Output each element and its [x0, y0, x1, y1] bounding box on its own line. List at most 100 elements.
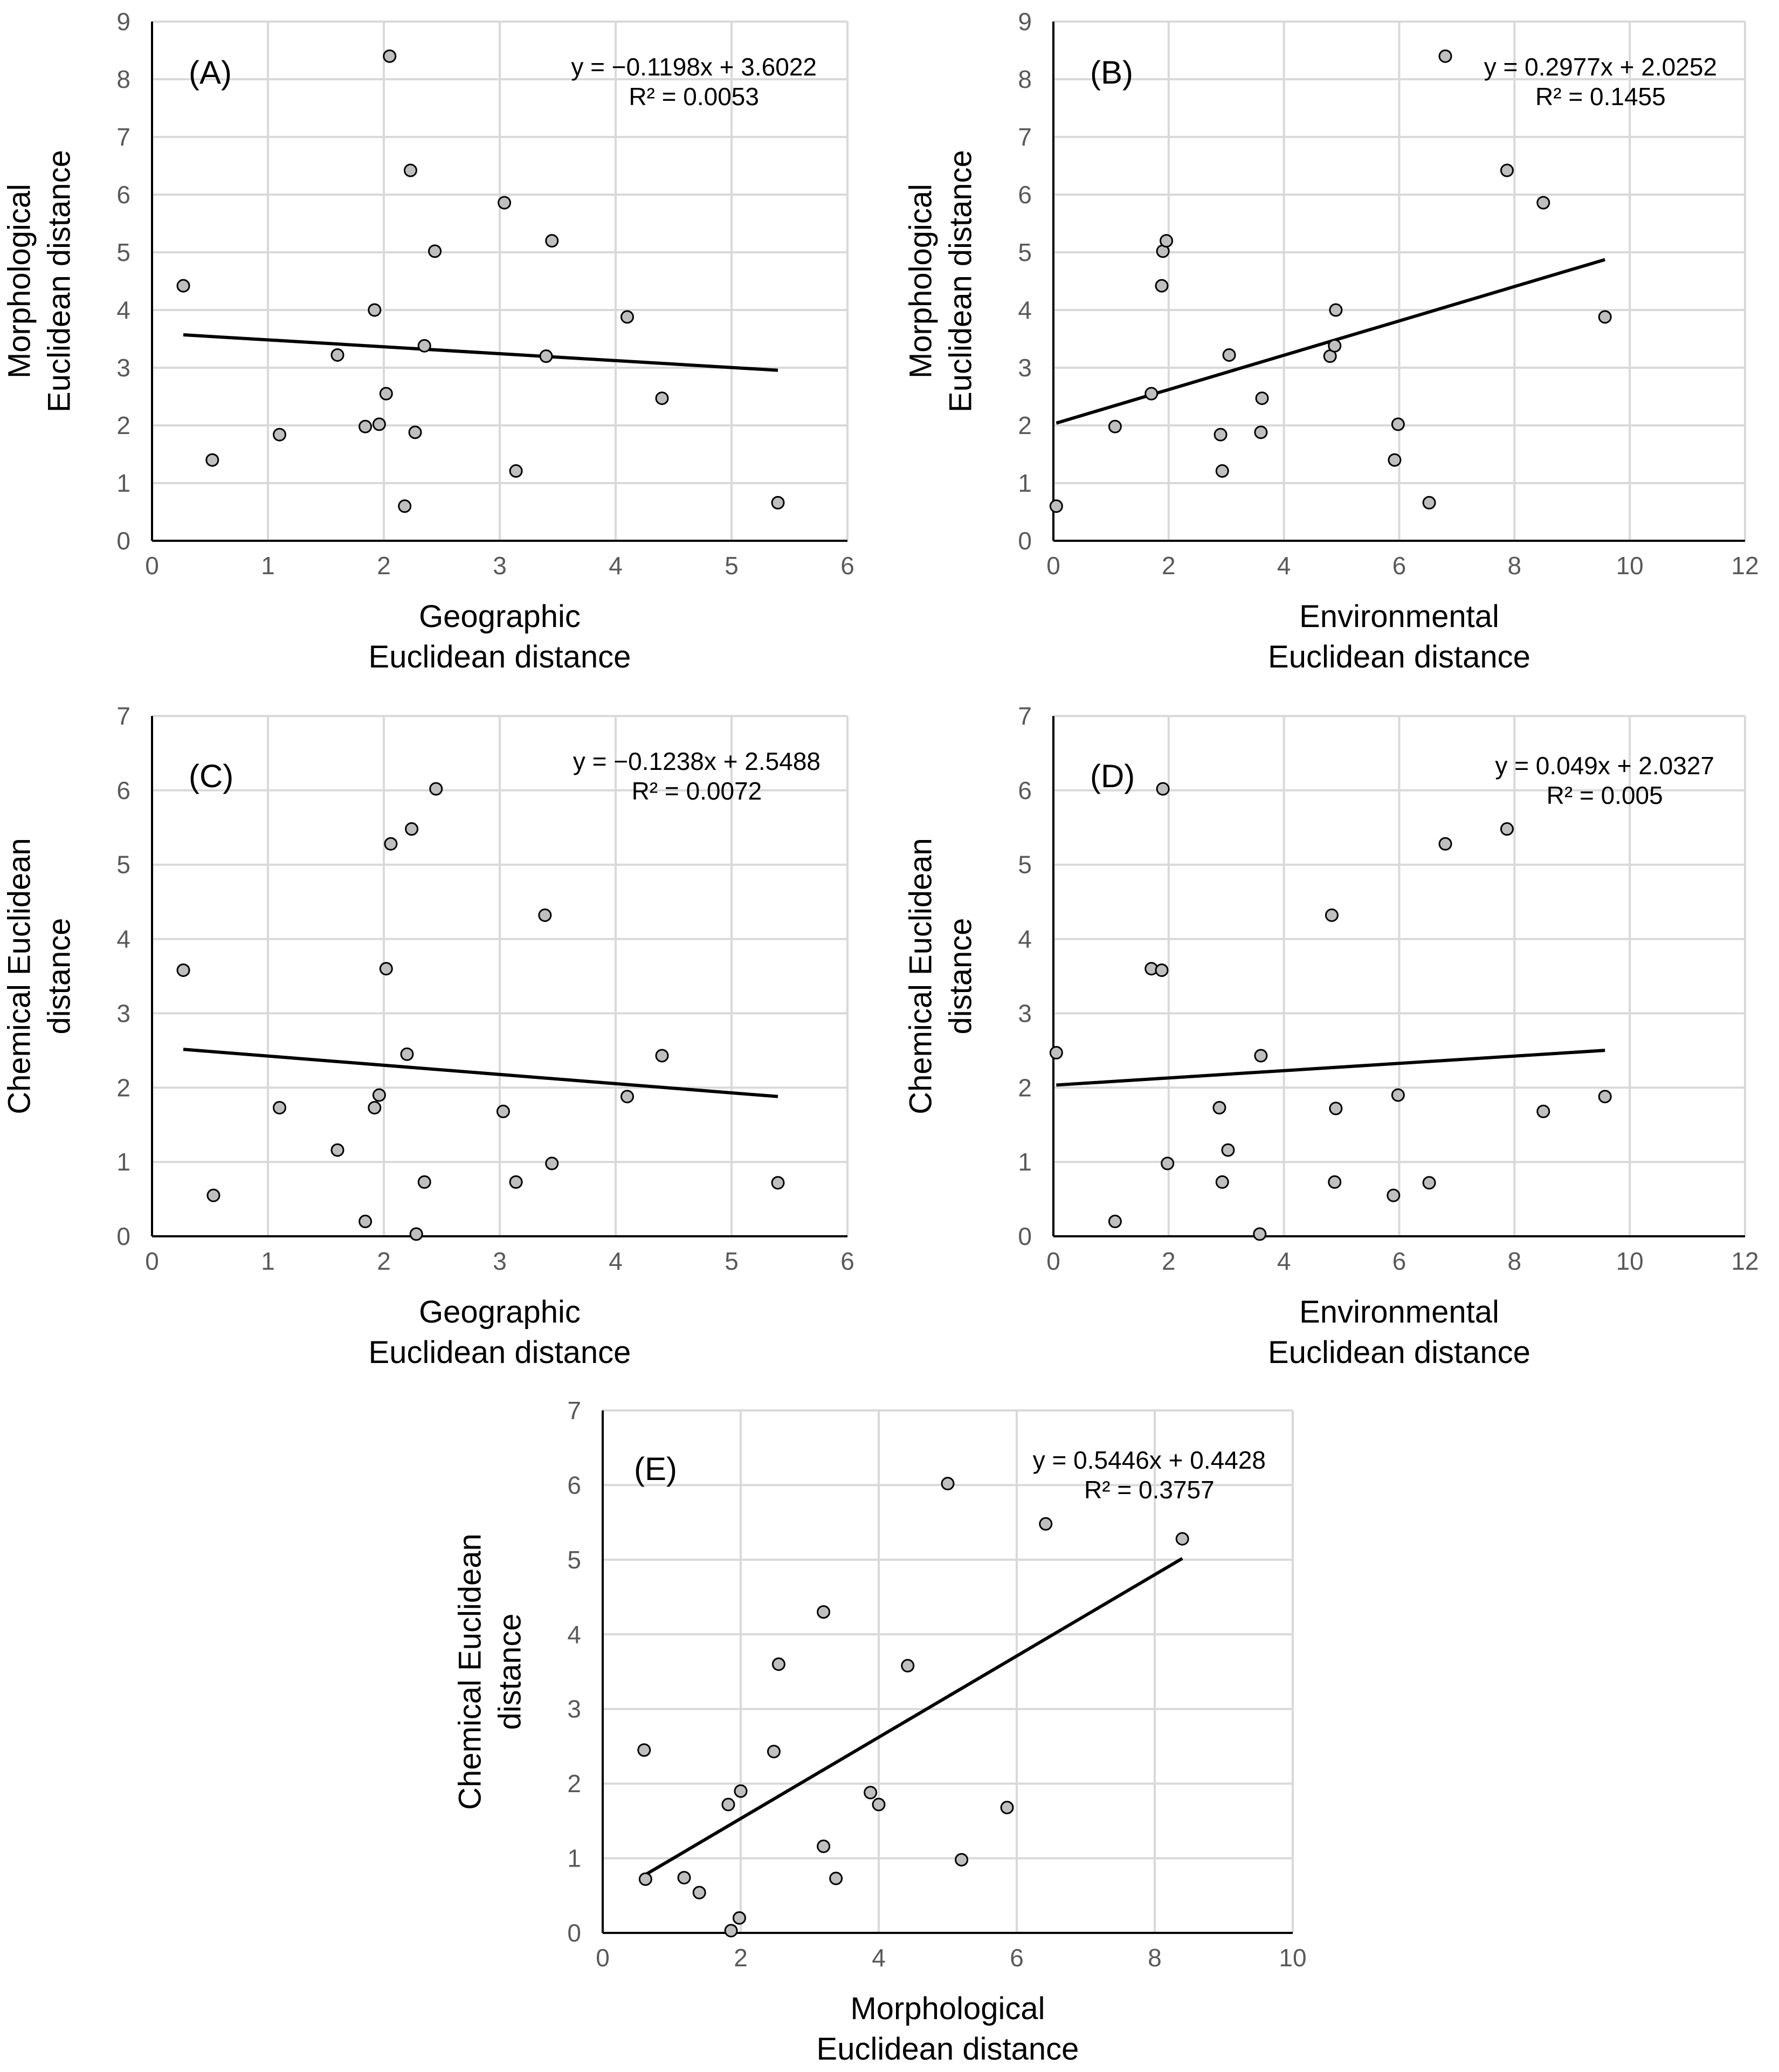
x-tick-label: 0	[145, 552, 159, 580]
data-point	[1391, 1088, 1405, 1102]
x-tick-label: 4	[1277, 1247, 1291, 1275]
y-tick-label: 1	[116, 1148, 130, 1176]
data-point	[1156, 782, 1170, 796]
data-point	[1438, 49, 1452, 63]
x-tick-label: 3	[493, 1247, 507, 1275]
data-point	[358, 1214, 373, 1228]
data-point	[637, 1743, 651, 1757]
x-tick-label: 6	[1392, 552, 1406, 580]
data-point	[1438, 837, 1452, 851]
data-point	[817, 1839, 831, 1853]
y-tick-label: 7	[1018, 702, 1032, 730]
x-tick-label: 0	[1046, 1247, 1060, 1275]
trend-equation: y = 0.2977x + 2.0252	[1484, 53, 1717, 81]
data-point	[1108, 419, 1122, 433]
y-axis-label: Chemical Euclidean	[452, 1533, 487, 1810]
x-axis-label: Euclidean distance	[817, 2032, 1079, 2067]
y-tick-label: 2	[567, 1770, 581, 1798]
data-point	[545, 1157, 559, 1171]
data-point	[1391, 417, 1405, 431]
data-point	[1500, 822, 1514, 836]
data-point	[771, 495, 785, 510]
data-point	[176, 963, 190, 977]
y-axis-label: distance	[492, 1613, 527, 1730]
y-tick-label: 4	[116, 296, 130, 324]
y-tick-label: 6	[116, 181, 130, 209]
data-point	[1215, 464, 1229, 478]
y-axis-label: Morphological	[903, 184, 938, 378]
data-point	[1387, 1188, 1401, 1202]
x-tick-label: 1	[261, 552, 275, 580]
y-tick-label: 4	[1018, 296, 1032, 324]
data-point	[1536, 1104, 1550, 1118]
y-tick-label: 6	[1018, 776, 1032, 804]
y-axis-label: Euclidean distance	[42, 150, 77, 412]
data-point	[1598, 1090, 1612, 1104]
y-tick-label: 6	[1018, 181, 1032, 209]
data-point	[330, 1143, 344, 1157]
data-point	[408, 425, 422, 439]
data-point	[428, 244, 442, 258]
data-point	[1049, 1045, 1063, 1059]
y-tick-label: 3	[116, 354, 130, 382]
y-tick-label: 4	[567, 1620, 581, 1648]
y-tick-label: 1	[567, 1844, 581, 1873]
x-tick-label: 10	[1616, 1247, 1644, 1275]
data-point	[724, 1924, 738, 1938]
x-axis-label: Environmental	[1299, 1295, 1499, 1330]
data-point	[620, 310, 634, 324]
trend-equation: y = −0.1238x + 2.5488	[573, 747, 820, 775]
r-squared: R² = 0.0053	[629, 82, 759, 111]
x-tick-label: 6	[840, 1247, 854, 1275]
y-tick-label: 0	[1018, 1222, 1032, 1250]
data-point	[620, 1090, 634, 1104]
x-tick-label: 12	[1731, 552, 1759, 580]
data-point	[538, 908, 552, 922]
x-tick-label: 12	[1731, 1247, 1759, 1275]
x-tick-label: 4	[609, 552, 623, 580]
y-tick-label: 6	[116, 776, 130, 804]
data-point	[205, 453, 219, 467]
data-point	[358, 419, 373, 433]
y-tick-label: 2	[116, 411, 130, 439]
y-tick-label: 5	[116, 851, 130, 879]
data-point	[545, 234, 559, 248]
r-squared: R² = 0.005	[1547, 781, 1663, 809]
panel-B: 0 2 4 6 8 10 120123456789EnvironmentalEuclidea…	[903, 8, 1759, 674]
x-axis-label: Euclidean distance	[1268, 1335, 1530, 1370]
data-point	[692, 1885, 706, 1899]
data-point	[734, 1784, 748, 1798]
y-tick-label: 3	[1018, 354, 1032, 382]
x-axis-label: Morphological	[850, 1991, 1045, 2026]
data-point	[372, 417, 386, 431]
data-point	[330, 348, 344, 362]
y-tick-label: 0	[1018, 527, 1032, 555]
data-point	[1325, 908, 1339, 922]
data-point	[1215, 1175, 1229, 1189]
data-point	[901, 1658, 915, 1672]
panel-C: 0 1 2 3 4 5 6 0 1 2 3 4 5 6 7 Geographic Euclidean dista…	[2, 702, 854, 1370]
x-axis-label: Geographic	[419, 599, 581, 634]
x-tick-label: 2	[1162, 552, 1176, 580]
x-axis-label: Geographic	[419, 1295, 581, 1330]
x-tick-label: 8	[1508, 1247, 1522, 1275]
data-point	[817, 1605, 831, 1619]
data-point	[1598, 310, 1612, 324]
r-squared: R² = 0.0072	[632, 777, 762, 805]
y-axis-label: Chemical Euclidean	[2, 838, 37, 1114]
data-point	[509, 1175, 523, 1189]
data-point	[771, 1657, 785, 1671]
x-tick-label: 4	[872, 1944, 886, 1972]
y-tick-label: 2	[1018, 1073, 1032, 1102]
y-tick-label: 4	[116, 925, 130, 953]
panel-E: 0 2 4 6 8 10 0 1 2 3 4 5 6 7 Morphological Euclidean di…	[452, 1396, 1306, 2067]
data-point	[496, 1104, 510, 1118]
data-point	[732, 1911, 746, 1925]
data-point	[509, 464, 523, 478]
y-tick-label: 3	[1018, 999, 1032, 1027]
y-tick-label: 0	[116, 1222, 130, 1250]
y-tick-label: 9	[1018, 8, 1032, 36]
x-tick-label: 6	[840, 552, 854, 580]
x-tick-label: 0	[1046, 552, 1060, 580]
data-point	[1422, 1176, 1436, 1190]
